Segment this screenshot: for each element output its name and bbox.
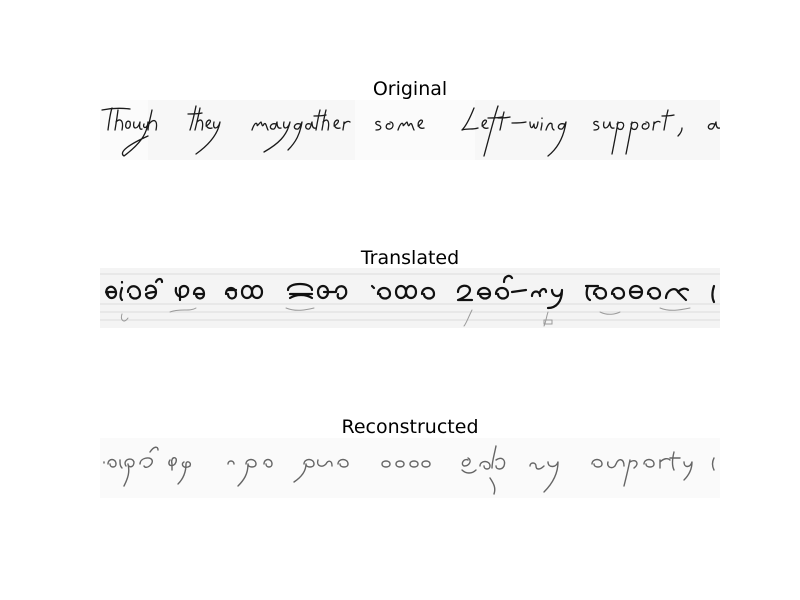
reconstructed-handwriting-svg — [100, 438, 720, 498]
panel-title-original: Original — [372, 78, 448, 100]
reconstructed-handwriting-image — [100, 438, 720, 498]
translated-handwriting-image — [100, 268, 720, 328]
original-handwriting-image — [100, 100, 720, 160]
translated-handwriting-svg — [100, 268, 720, 328]
panel-title-translated: Translated — [360, 247, 460, 269]
panel-title-reconstructed: Reconstructed — [341, 416, 479, 438]
original-handwriting-svg — [100, 100, 720, 160]
